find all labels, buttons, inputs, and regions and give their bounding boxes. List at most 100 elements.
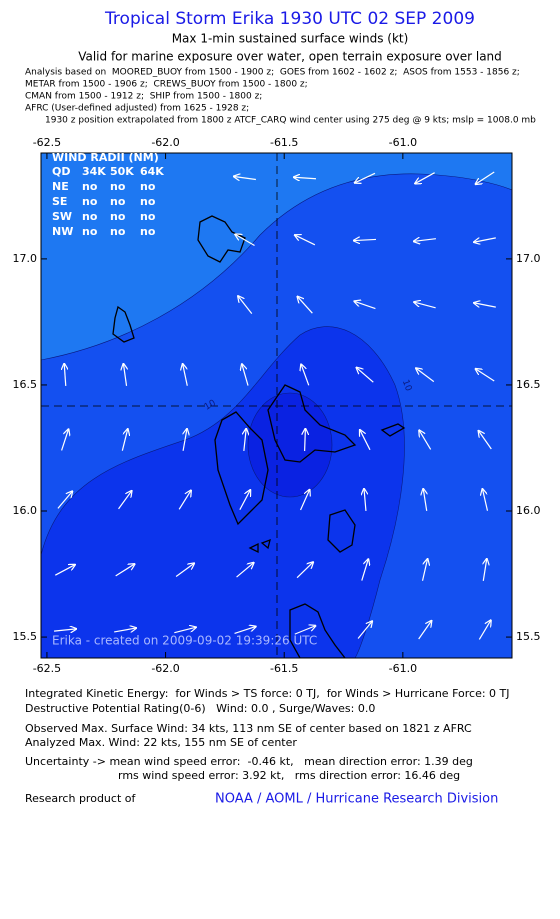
analysis-line: METAR from 1500 - 1906 z; CREWS_BUOY fro… (25, 80, 308, 90)
credit: Erika - created on 2009-09-02 19:39:26 U… (52, 634, 317, 648)
wind-arrow (242, 364, 249, 386)
wind-arrow (416, 368, 435, 383)
footer-line: rms wind speed error: 3.92 kt, rms direc… (118, 769, 460, 782)
wind-arrow (175, 564, 194, 577)
wind-arrow (121, 429, 127, 451)
wind-arrow (474, 237, 496, 242)
wind-arrow (238, 296, 253, 315)
wind-arrow (361, 559, 368, 581)
x-tick-label: -62.0 (151, 662, 179, 675)
wind-arrow (234, 176, 256, 179)
wind-arrow (357, 621, 372, 639)
wind-arrow (418, 621, 432, 640)
wind-arrow (299, 490, 310, 511)
footer-line: Analyzed Max. Wind: 22 kts, 155 nm SE of… (25, 736, 297, 749)
x-tick-label: -61.5 (270, 136, 298, 149)
wind-arrow (294, 626, 315, 635)
wind-arrow (476, 369, 495, 382)
wind-arrow (236, 563, 254, 578)
wind-radii-header: 34K (82, 165, 106, 178)
wind-arrow (118, 491, 132, 510)
subtitle: Max 1-min sustained surface winds (kt) (172, 32, 409, 46)
x-tick-label: -61.0 (389, 136, 417, 149)
wind-radii-cell: no (110, 195, 126, 208)
wind-arrow (53, 629, 76, 631)
wind-arrow (476, 171, 495, 184)
wind-arrow (414, 239, 436, 242)
wind-arrow (64, 364, 66, 387)
wind-radii-header: 64K (140, 165, 164, 178)
wind-arrow (414, 302, 436, 309)
wind-radii-header: 50K (110, 165, 134, 178)
analysis-line: Analysis based on MOORED_BUOY from 1500 … (25, 68, 520, 78)
wind-arrow (234, 627, 256, 634)
x-tick-label: -61.0 (389, 662, 417, 675)
map-area: 10 10 (41, 153, 512, 658)
wind-radii-cell: no (140, 210, 156, 223)
wind-arrow (244, 429, 246, 452)
wind-arrow (61, 430, 69, 451)
wind-radii-cell: no (110, 180, 126, 193)
y-tick-label: 16.0 (516, 504, 541, 517)
contour-label: 10 (400, 378, 413, 392)
wind-radii-cell: no (110, 225, 126, 238)
x-tick-label: -62.5 (33, 136, 61, 149)
research-label: Research product of (25, 792, 136, 805)
wind-arrow (355, 301, 376, 310)
x-tick-label: -62.5 (33, 662, 61, 675)
title: Tropical Storm Erika 1930 UTC 02 SEP 200… (104, 9, 475, 29)
wind-radii-title: WIND RADII (NM) (52, 151, 159, 164)
wind-arrow (419, 431, 432, 450)
wind-radii-cell: no (110, 210, 126, 223)
wind-arrows (53, 171, 496, 640)
wind-arrow (183, 429, 187, 451)
y-tick-label: 15.5 (13, 630, 38, 643)
wind-arrow (239, 490, 250, 510)
wind-radii-header: QD (52, 165, 70, 178)
y-tick-label: 16.0 (13, 504, 38, 517)
y-tick-label: 17.0 (13, 252, 38, 265)
wind-radii-cell: no (82, 180, 98, 193)
analysis-line: 1930 z position extrapolated from 1800 z… (45, 116, 536, 126)
wind-arrow (364, 489, 366, 512)
wind-arrow (294, 177, 317, 179)
map-frame (40, 152, 513, 659)
y-tick-label: 16.5 (13, 378, 38, 391)
wind-arrow (360, 430, 371, 451)
y-tick-label: 17.0 (516, 252, 541, 265)
axes: -62.5 -62.5 -62.0 -62.0 -61.5 -61.5 -61.0 -61.0… (13, 136, 541, 675)
validity: Valid for marine exposure over water, op… (78, 50, 502, 64)
wind-arrow (115, 564, 135, 577)
wind-arrow (357, 368, 374, 383)
wind-arrow (57, 492, 72, 509)
wind-arrow (301, 365, 310, 386)
wind-arrow (355, 172, 376, 182)
wind-arrow (305, 429, 306, 452)
wind-radii-cell: SE (52, 195, 67, 208)
wind-arrow (114, 628, 136, 632)
wind-radii-cell: no (82, 225, 98, 238)
footer-line: Integrated Kinetic Energy: for Winds > T… (25, 687, 510, 700)
wind-field-max (247, 392, 333, 498)
wind-arrow (483, 559, 486, 581)
wind-arrow (421, 559, 428, 581)
wind-arrow (483, 489, 489, 511)
wind-arrow (478, 621, 490, 640)
organization: NOAA / AOML / Hurricane Research Divisio… (215, 792, 498, 807)
wind-arrow (354, 239, 377, 240)
y-tick-label: 15.5 (516, 630, 541, 643)
x-tick-label: -62.0 (151, 136, 179, 149)
wind-radii-cell: no (82, 210, 98, 223)
wind-arrow (123, 364, 126, 386)
wind-radii-cell: SW (52, 210, 72, 223)
footer-line: Uncertainty -> mean wind speed error: -0… (25, 755, 473, 768)
wind-radii-cell: no (140, 180, 156, 193)
wind-arrow (183, 364, 188, 386)
wind-radii-cell: no (82, 195, 98, 208)
wind-radii-cell: NW (52, 225, 73, 238)
wind-arrow (415, 172, 435, 184)
wind-radii-cell: no (140, 195, 156, 208)
wind-arrow (479, 431, 492, 450)
